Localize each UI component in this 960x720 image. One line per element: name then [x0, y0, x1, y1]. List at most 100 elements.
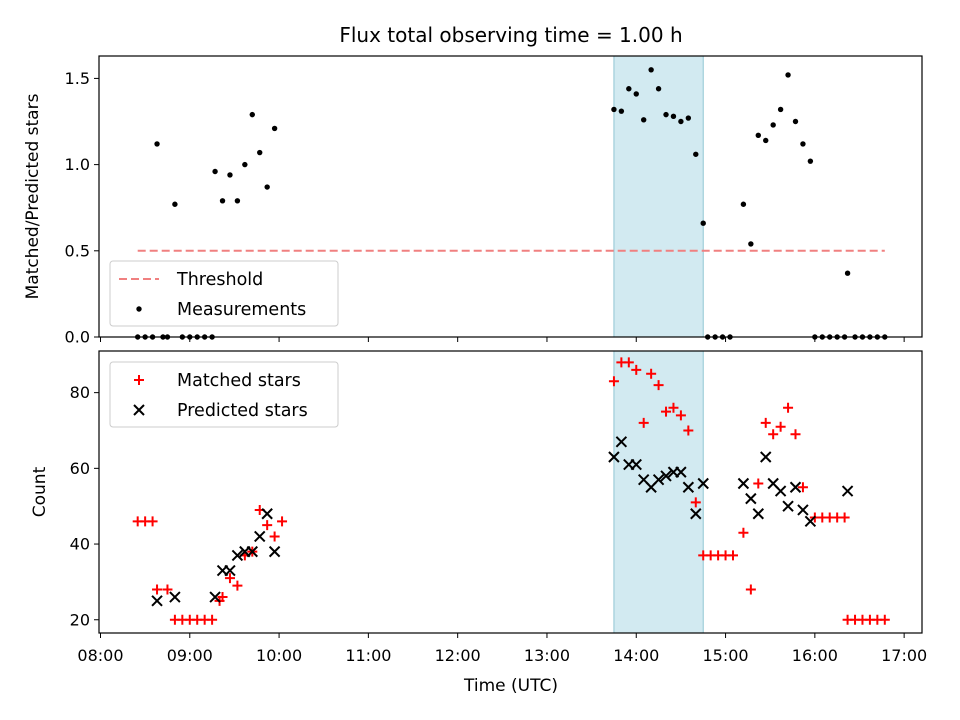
y-tick-label: 0.5 — [65, 241, 90, 260]
legend-label: Matched stars — [177, 371, 301, 391]
count-panel: 20 40 60 80 08:00 09:00 10:00 11:00 12:00 13:00 14… — [30, 350, 927, 665]
legend-box — [109, 260, 339, 327]
measurement-point — [844, 270, 851, 276]
measurement-point — [271, 125, 278, 132]
measurement-point — [755, 132, 761, 139]
matched-star-marker — [224, 573, 235, 584]
x-tick-label: 09:00 — [167, 646, 213, 665]
legend-box — [109, 361, 339, 428]
x-tick-label: 08:00 — [77, 646, 123, 665]
x-axis-label: Time (UTC) — [463, 676, 558, 696]
matched-star-marker — [668, 402, 679, 413]
measurement-point — [670, 113, 677, 120]
predicted-star-marker — [608, 451, 620, 463]
predicted-star-marker — [804, 515, 817, 528]
x-tick-label: 11:00 — [345, 646, 391, 665]
predicted-star-marker — [224, 564, 236, 577]
legend-measurement-swatch — [136, 306, 142, 312]
measurement-point — [770, 122, 776, 128]
predicted-star-marker — [697, 477, 709, 490]
predicted-star-marker — [261, 508, 273, 520]
measurement-point — [800, 141, 806, 147]
predicted-star-marker — [797, 504, 809, 516]
predicted-star-marker — [789, 481, 802, 493]
matched-star-marker — [790, 429, 801, 440]
predicted-star-marker — [745, 492, 757, 505]
measurement-point — [249, 111, 255, 118]
observing-window-band — [613, 351, 704, 633]
matched-star-marker — [745, 584, 756, 595]
measurement-point — [777, 106, 784, 113]
measurement-point — [748, 241, 754, 247]
matched-star-marker — [768, 429, 779, 440]
measurement-point — [678, 118, 684, 125]
y-tick-label: 60 — [70, 459, 90, 478]
measurement-point — [257, 149, 263, 156]
axes-frame — [98, 350, 923, 634]
measurement-point — [648, 67, 654, 73]
matched-star-marker — [631, 364, 642, 375]
predicted-star-marker — [675, 466, 687, 478]
y-tick-label: 80 — [70, 383, 90, 402]
measurement-point — [212, 168, 218, 175]
matched-star-marker — [646, 368, 657, 379]
measurement-point — [626, 86, 632, 92]
measurement-point — [154, 141, 160, 147]
y-axis-label: Matched/Predicted stars — [23, 93, 43, 299]
legend-predicted-swatch — [133, 404, 145, 416]
measurement-point — [234, 198, 241, 204]
measurement-point — [618, 108, 625, 114]
x-tick-label: 14:00 — [613, 646, 659, 665]
measurement-point — [242, 161, 248, 168]
x-tick-label: 12:00 — [435, 646, 481, 665]
measurement-point — [785, 72, 791, 78]
y-axis-label: Count — [30, 466, 50, 517]
measurement-point — [685, 115, 692, 121]
measurement-point — [663, 111, 669, 118]
measurement-point — [611, 106, 617, 113]
x-tick-label: 16:00 — [792, 646, 838, 665]
predicted-star-marker — [630, 458, 642, 471]
matched-star-marker — [162, 584, 173, 595]
matched-star-marker — [217, 592, 228, 603]
matched-star-marker — [738, 527, 749, 538]
matched-star-marker — [775, 421, 786, 432]
matched-star-marker — [661, 406, 672, 417]
matched-star-marker — [269, 531, 280, 542]
predicted-star-marker — [660, 470, 672, 482]
measurement-point — [640, 117, 647, 123]
matched-star-marker — [879, 614, 890, 625]
matched-star-marker — [152, 584, 163, 595]
y-tick-label: 20 — [70, 610, 90, 629]
measurement-point — [700, 220, 706, 226]
predicted-star-marker — [782, 500, 794, 512]
matched-star-marker — [683, 425, 694, 436]
x-tick-label: 17:00 — [881, 646, 927, 665]
predicted-star-marker — [737, 477, 750, 490]
predicted-star-marker — [690, 508, 702, 520]
y-tick-label: 1.0 — [65, 155, 90, 174]
matched-star-marker — [839, 512, 850, 523]
matched-star-marker — [783, 402, 794, 413]
predicted-star-marker — [760, 451, 772, 463]
measurement-point — [227, 172, 233, 178]
matched-star-marker — [262, 520, 273, 531]
measurement-point — [740, 201, 747, 207]
x-tick-label: 10:00 — [256, 646, 302, 665]
observing-window-band — [613, 56, 704, 337]
predicted-star-marker — [615, 436, 628, 448]
x-tick-label: 15:00 — [702, 646, 748, 665]
predicted-star-marker — [246, 545, 258, 558]
legend-matched-swatch — [134, 375, 144, 385]
x-tick-label: 13:00 — [524, 646, 570, 665]
predicted-star-marker — [209, 591, 221, 603]
predicted-star-marker — [652, 473, 665, 486]
measurement-point — [633, 91, 639, 97]
legend-label: Predicted stars — [177, 401, 308, 421]
predicted-star-marker — [752, 508, 765, 520]
predicted-star-marker — [254, 530, 266, 543]
measurement-point — [792, 118, 799, 125]
matched-star-marker — [690, 497, 701, 508]
matched-star-marker — [727, 550, 738, 561]
measurement-point — [763, 137, 769, 144]
